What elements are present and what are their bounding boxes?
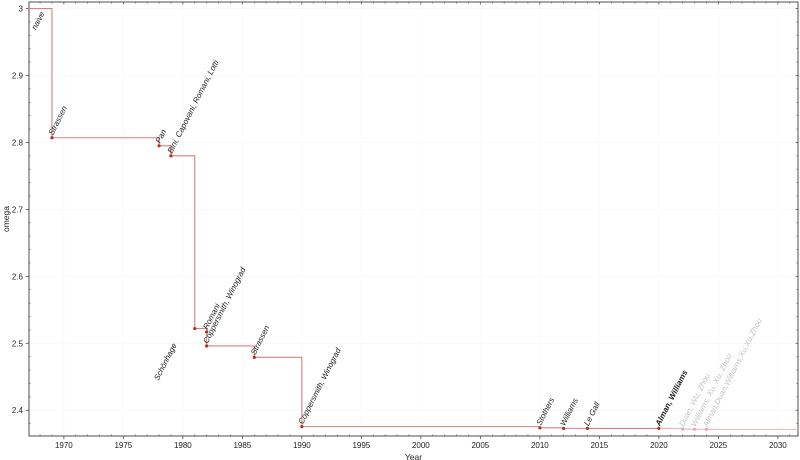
svg-text:2005: 2005 bbox=[471, 441, 489, 450]
svg-text:1990: 1990 bbox=[293, 441, 311, 450]
svg-text:1975: 1975 bbox=[114, 441, 132, 450]
svg-text:2.9: 2.9 bbox=[12, 72, 24, 81]
svg-text:1980: 1980 bbox=[174, 441, 192, 450]
svg-text:2.8: 2.8 bbox=[12, 138, 24, 147]
svg-text:2025: 2025 bbox=[709, 441, 727, 450]
svg-text:1995: 1995 bbox=[352, 441, 370, 450]
svg-text:2.6: 2.6 bbox=[12, 272, 24, 281]
svg-text:2000: 2000 bbox=[412, 441, 430, 450]
svg-text:omega: omega bbox=[1, 206, 11, 232]
svg-text:2.5: 2.5 bbox=[12, 339, 24, 348]
svg-text:1970: 1970 bbox=[55, 441, 73, 450]
svg-text:3: 3 bbox=[19, 5, 24, 14]
svg-text:1985: 1985 bbox=[233, 441, 251, 450]
svg-text:2.7: 2.7 bbox=[12, 205, 24, 214]
svg-text:2030: 2030 bbox=[769, 441, 787, 450]
svg-text:2010: 2010 bbox=[531, 441, 549, 450]
svg-text:2020: 2020 bbox=[650, 441, 668, 450]
svg-text:Year: Year bbox=[405, 452, 422, 460]
svg-text:2.4: 2.4 bbox=[12, 406, 24, 415]
svg-text:2015: 2015 bbox=[590, 441, 608, 450]
